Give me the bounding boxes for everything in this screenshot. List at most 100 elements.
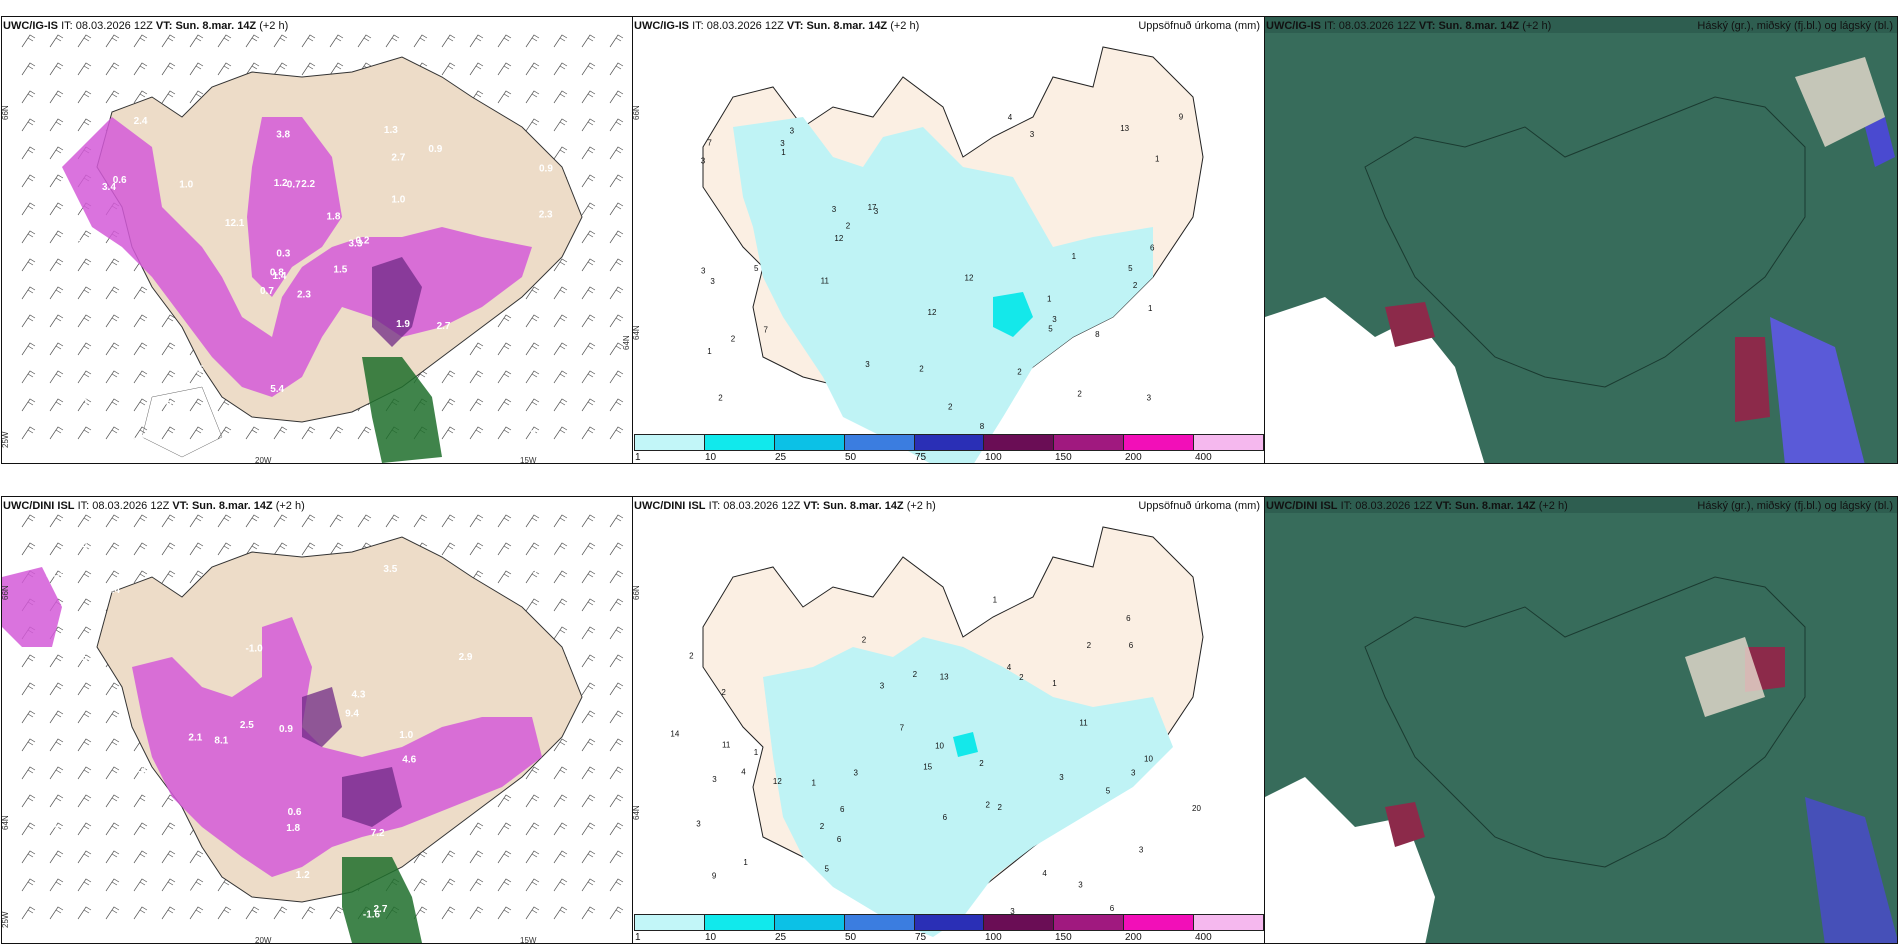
colorbar-label: 200: [1125, 932, 1142, 943]
vt-label: VT:: [155, 20, 173, 32]
cloud-blue-patch-2: [1865, 117, 1895, 167]
map-value: 3: [1030, 130, 1035, 139]
precip-light: [733, 117, 1153, 463]
map-value: 8.1: [214, 735, 228, 746]
map-value: 2: [718, 394, 723, 403]
map-value: 0.8: [166, 400, 180, 411]
colorbar-swatch: [774, 435, 845, 450]
map-value: 6: [837, 835, 842, 844]
map-value: 2: [986, 801, 991, 810]
it-value: 08.03.2026 12Z: [1355, 500, 1433, 512]
lead-time: (+2 h): [1522, 20, 1552, 32]
colorbar-swatch: [1194, 915, 1264, 930]
it-value: 08.03.2026 12Z: [75, 20, 153, 32]
colorbar-swatch: [844, 435, 915, 450]
cloud-white-patch: [1265, 777, 1435, 943]
map-value: 5.2: [97, 891, 111, 902]
map-value: -1.8: [508, 894, 526, 905]
map-value: 4.0: [82, 541, 96, 552]
colorbar-label: 75: [915, 452, 927, 463]
map-value: 1.2: [274, 178, 288, 189]
map-value: 1.9: [396, 319, 410, 330]
map-value: 1.1: [415, 861, 429, 872]
map-value: 11: [1079, 719, 1088, 728]
map-value: 1.6: [105, 250, 119, 261]
lat-label-66n: 66N: [633, 585, 641, 600]
colorbar: [634, 434, 1264, 451]
map-value: -1.1: [233, 900, 251, 911]
map-value: 2.2: [301, 179, 315, 190]
map-value: 2: [1087, 641, 1092, 650]
map-value: -1.6: [140, 795, 158, 806]
map-value: 1.5: [333, 265, 347, 276]
model-name: UWC/IG-IS: [1266, 20, 1321, 32]
map-value: 1: [993, 596, 998, 605]
colorbar: [634, 914, 1264, 931]
map-value: 7: [900, 724, 905, 733]
colorbar-label: 25: [775, 932, 787, 943]
it-label: IT:: [1340, 500, 1353, 512]
colorbar-swatch: [704, 915, 775, 930]
colorbar-swatch: [914, 915, 985, 930]
cloud-red-patch-2: [1735, 337, 1770, 422]
map-value: 0.6: [113, 175, 127, 186]
it-value: 08.03.2026 12Z: [706, 20, 784, 32]
map-value: 3: [1010, 907, 1015, 916]
vt-value: Sun. 8.mar. 14Z: [822, 500, 904, 512]
map-value: 4: [1008, 113, 1013, 122]
map-value: 1: [781, 148, 786, 157]
it-label: IT:: [692, 20, 704, 32]
precip-magenta: [62, 117, 532, 397]
map-value: 2: [948, 403, 953, 412]
lon-label-25w: 25W: [2, 431, 10, 448]
map-value: 7: [707, 139, 712, 148]
precip-map: 66N 25W 20W 15W 64N 2.3 3.4 1.4 1.5 3.3 0.5 1.…: [2, 34, 631, 463]
map-value: 0.9: [279, 724, 293, 735]
panel-header: UWC/DINI ISL IT: 08.03.2026 12Z VT: Sun.…: [634, 500, 936, 512]
map-value: 3: [780, 139, 785, 148]
colorbar-label: 400: [1195, 452, 1212, 463]
vt-value: Sun. 8.mar. 14Z: [1454, 500, 1536, 512]
precip-light: [763, 637, 1173, 937]
map-value: 1: [743, 858, 748, 867]
map-value: 0.5: [190, 365, 204, 376]
panel-top-left: UWC/IG-IS IT: 08.03.2026 12Z VT: Sun. 8.…: [1, 16, 633, 464]
map-value: 3: [701, 266, 706, 275]
map-value: 3.4: [102, 182, 116, 193]
map-value: 2: [979, 759, 984, 768]
map-value: 2: [731, 335, 736, 344]
map-value: 1: [812, 779, 817, 788]
model-name: UWC/DINI ISL: [634, 500, 706, 512]
map-value: 3: [874, 207, 879, 216]
map-value: 12: [834, 234, 843, 243]
model-name: UWC/IG-IS: [3, 20, 58, 32]
map-value: 3: [1131, 769, 1136, 778]
vt-label: VT:: [1418, 20, 1436, 32]
map-value: 2.3: [140, 842, 154, 853]
map-value: 1.8: [286, 823, 300, 834]
panel-right-title: Uppsöfnuð úrkoma (mm): [1138, 20, 1260, 32]
map-value: 8: [1095, 330, 1100, 339]
lat-label-64n: 64N: [622, 335, 631, 350]
cloud-blue-patch: [1805, 797, 1897, 943]
map-value: 9: [712, 872, 717, 881]
panel-top-mid: UWC/IG-IS IT: 08.03.2026 12Z VT: Sun. 8.…: [632, 16, 1265, 464]
precip-dark-core: [302, 687, 342, 747]
map-value: 5: [825, 865, 830, 874]
cloud-white-patch: [1265, 297, 1485, 463]
map-value: 1: [1052, 679, 1057, 688]
map-value: 2.3: [539, 210, 553, 221]
map-value: 3: [1052, 315, 1057, 324]
cloud-map: [1265, 513, 1897, 943]
map-value: 2: [846, 221, 851, 230]
map-value: 9: [1179, 112, 1184, 121]
map-value: 2: [1077, 390, 1082, 399]
colorbar-swatch: [1194, 435, 1264, 450]
lat-label-64n: 64N: [633, 325, 641, 340]
map-value: 1.2: [296, 870, 310, 881]
map-value: 3: [880, 681, 885, 690]
map-value: 1: [707, 347, 712, 356]
colorbar-label: 10: [705, 932, 717, 943]
map-value: 3: [696, 820, 701, 829]
